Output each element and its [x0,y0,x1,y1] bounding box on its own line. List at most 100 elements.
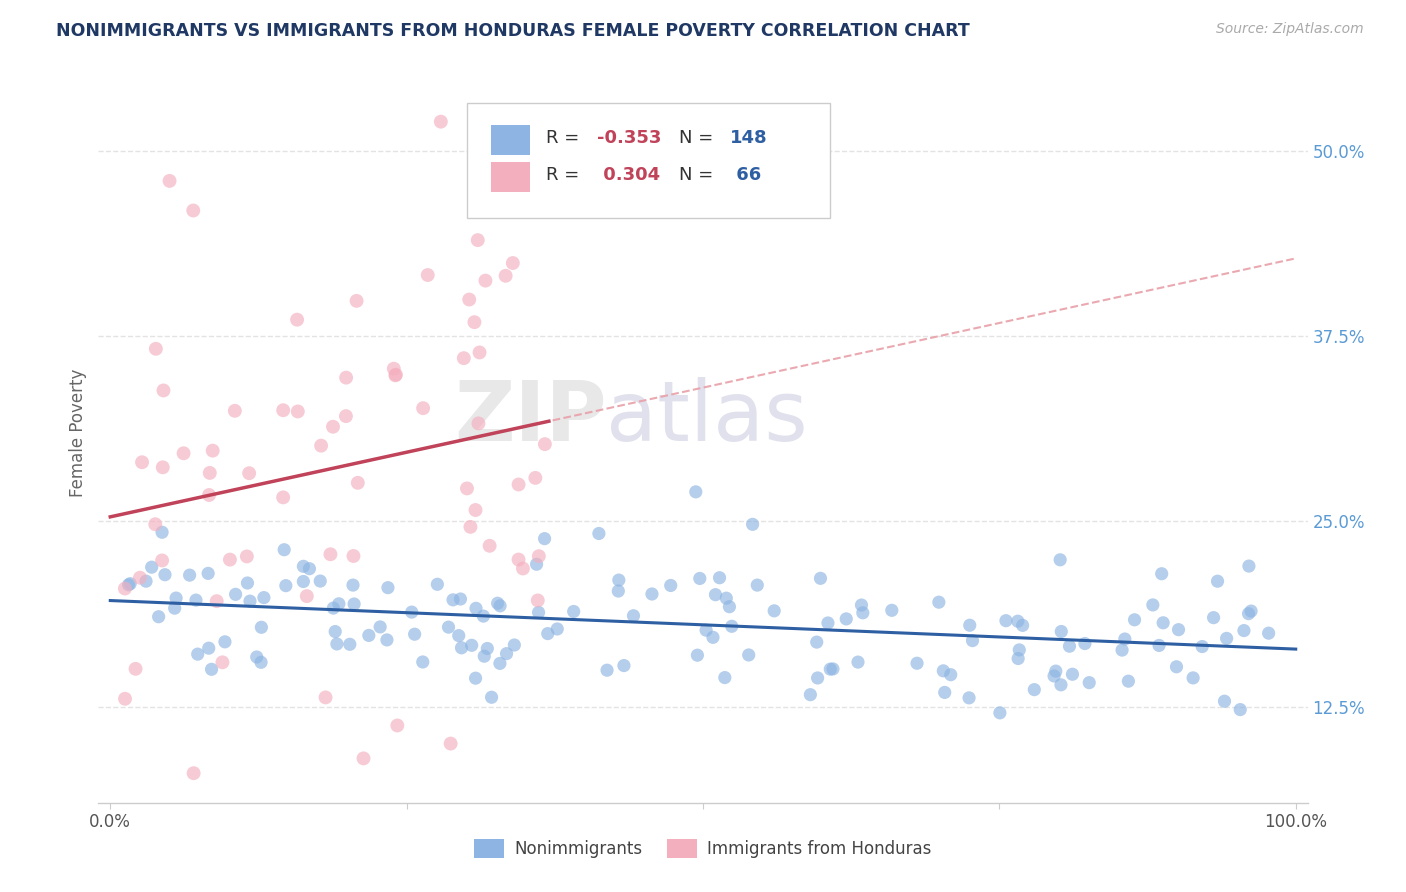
Point [1050,678,1073,692]
Point [1007,651,1029,665]
Point [489,657,512,671]
Point [253,591,276,605]
Point [271,491,294,505]
Point [315,690,337,705]
Point [527,606,550,620]
Point [546,622,568,636]
Point [472,609,495,624]
Point [250,620,273,634]
Point [346,475,368,490]
Point [440,737,463,751]
Point [1191,640,1213,654]
Point [1213,694,1236,708]
Point [720,619,742,633]
Point [368,620,391,634]
Point [806,635,828,649]
Point [179,568,201,582]
Point [512,561,534,575]
Point [238,466,260,480]
Point [131,455,153,469]
Point [1074,636,1097,650]
Point [1202,610,1225,624]
Point [198,488,221,502]
Point [588,526,610,541]
Point [463,315,485,329]
Point [274,579,297,593]
Point [1240,604,1263,618]
Point [416,268,439,282]
Point [201,443,224,458]
Point [114,691,136,706]
Text: 66: 66 [730,166,761,184]
Point [1182,671,1205,685]
Text: -0.353: -0.353 [596,129,661,147]
Point [846,655,869,669]
Point [807,671,830,685]
Point [450,640,472,655]
Point [763,604,786,618]
Point [309,439,332,453]
Point [273,542,295,557]
Point [928,595,950,609]
Point [810,571,832,585]
FancyBboxPatch shape [492,126,530,155]
Point [478,539,501,553]
Point [404,627,426,641]
Point [596,663,619,677]
Point [148,609,170,624]
Point [465,601,488,615]
Point [141,560,163,574]
Point [120,576,142,591]
Point [426,577,449,591]
Point [704,588,727,602]
Point [319,547,342,561]
Point [163,601,186,615]
Point [150,553,173,567]
Point [384,368,406,383]
Point [741,517,763,532]
Point [714,671,737,685]
Point [1150,566,1173,581]
Point [659,578,682,592]
Point [464,671,486,685]
Point [1147,639,1170,653]
Point [187,647,209,661]
Point [387,718,409,732]
Point [430,114,453,128]
Point [292,574,315,589]
Point [852,606,875,620]
Point [503,638,526,652]
Point [449,592,471,607]
Point [817,615,839,630]
Point [152,460,174,475]
Point [153,567,176,582]
Point [1062,667,1084,681]
Text: ZIP: ZIP [454,377,606,458]
Point [197,641,219,656]
Point [197,566,219,581]
Point [613,658,636,673]
Point [250,655,273,669]
Point [205,594,228,608]
Point [1114,632,1136,646]
Point [295,589,318,603]
Point [150,525,173,540]
Point [353,751,375,765]
Point [437,620,460,634]
Point [343,597,366,611]
Point [335,370,357,384]
Point [447,629,470,643]
Point [129,571,152,585]
Point [342,549,364,563]
Point [685,484,707,499]
Point [143,517,166,532]
Point [477,641,499,656]
Point [1049,553,1071,567]
Text: 148: 148 [730,129,768,147]
Point [1050,624,1073,639]
Point [716,591,738,606]
Point [686,648,709,663]
Point [184,593,207,607]
Point [607,573,630,587]
Point [322,419,344,434]
